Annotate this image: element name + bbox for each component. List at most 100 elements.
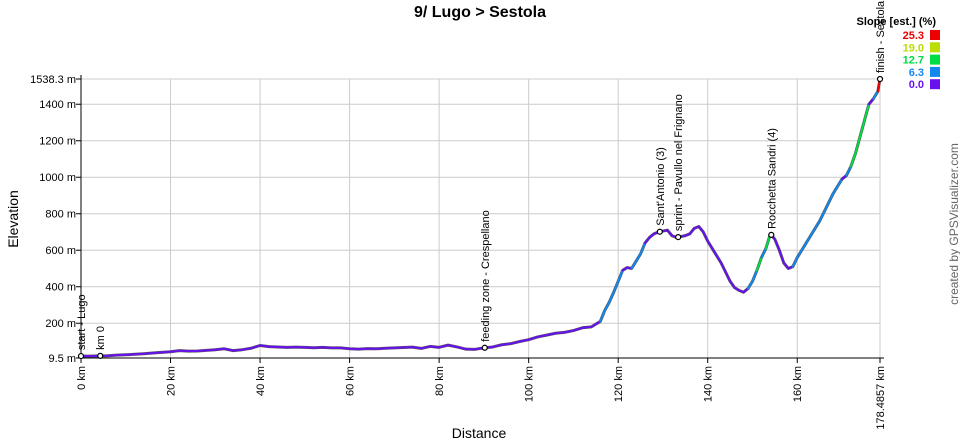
profile-segment bbox=[250, 344, 262, 350]
waypoint-marker bbox=[876, 75, 884, 83]
legend-swatch bbox=[930, 79, 940, 90]
profile-segment bbox=[805, 234, 812, 244]
annotations: start - Lugo km 0 feeding zone - Crespella… bbox=[76, 0, 887, 360]
profile-segment bbox=[438, 344, 450, 349]
profile-segment bbox=[778, 249, 785, 265]
profile-segment bbox=[375, 347, 387, 350]
profile-segment bbox=[823, 201, 830, 213]
profile-segment bbox=[545, 332, 557, 337]
profile-segment bbox=[791, 256, 799, 268]
profile-segment bbox=[169, 349, 181, 353]
profile-segment bbox=[456, 345, 467, 351]
profile-segment bbox=[608, 291, 615, 304]
profile-segment bbox=[644, 236, 651, 244]
profile-segment bbox=[867, 97, 875, 106]
profile-segment bbox=[666, 229, 673, 237]
profile-segment bbox=[581, 325, 593, 329]
waypoint-label: Sant'Antonio (3) bbox=[655, 147, 667, 226]
profile-segment bbox=[827, 192, 835, 204]
profile-segment bbox=[832, 185, 839, 195]
waypoint-marker bbox=[656, 228, 663, 235]
y-tick-label: 1200 m bbox=[39, 136, 76, 148]
profile-segment bbox=[214, 347, 226, 351]
waypoint-label: start - Lugo bbox=[76, 294, 88, 350]
legend-entry-label: 0.0 bbox=[909, 79, 924, 91]
profile-segment bbox=[702, 230, 709, 243]
profile-segment bbox=[751, 269, 758, 283]
legend-swatch bbox=[930, 54, 940, 65]
profile-segment bbox=[205, 348, 217, 352]
profile-segment bbox=[151, 351, 163, 354]
legend-entry-label: 6.3 bbox=[909, 67, 924, 79]
profile-segment bbox=[509, 340, 521, 345]
profile-segment bbox=[106, 354, 118, 357]
chart-title: 9/ Lugo > Sestola bbox=[413, 4, 547, 21]
profile-segment bbox=[782, 262, 790, 270]
watermark: created by GPSVisualizer.com bbox=[945, 139, 960, 309]
y-tick-label: 1000 m bbox=[39, 172, 76, 184]
y-tick-label: 9.5 m bbox=[48, 353, 76, 365]
profile-segment bbox=[572, 326, 584, 332]
x-tick-label: 140 km bbox=[703, 366, 715, 402]
profile-segment bbox=[603, 301, 611, 312]
profile-segment bbox=[818, 210, 826, 223]
x-axis-label: Distance bbox=[452, 425, 507, 440]
legend-entry-label: 25.3 bbox=[903, 30, 924, 42]
profile-segment bbox=[796, 249, 803, 259]
profile-segment bbox=[536, 334, 548, 338]
x-tick-label: 20 km bbox=[166, 366, 178, 396]
y-tick-label: 1538.3 m bbox=[30, 74, 76, 86]
profile-segment bbox=[420, 345, 432, 350]
profile-segment bbox=[599, 309, 606, 323]
waypoint-marker bbox=[77, 352, 85, 360]
x-tick-label: 40 km bbox=[255, 366, 267, 396]
profile-segment bbox=[554, 331, 566, 335]
x-tick-label: 80 km bbox=[434, 366, 446, 396]
profile-segment bbox=[635, 252, 642, 263]
y-tick-label: 1400 m bbox=[39, 99, 76, 111]
profile-segment bbox=[518, 338, 530, 343]
legend-swatch bbox=[930, 42, 940, 53]
y-tick-label: 600 m bbox=[45, 245, 76, 257]
legend: Slope [est.] (%) 25.319.012.76.30.0 bbox=[857, 16, 940, 91]
profile-segment bbox=[447, 344, 459, 348]
profile-segment bbox=[500, 342, 512, 346]
profile-segment bbox=[814, 220, 821, 230]
plot-background bbox=[81, 79, 880, 358]
profile-segment bbox=[563, 329, 575, 334]
waypoint-label: Rocchetta Sandri (4) bbox=[766, 128, 778, 229]
profile-segment bbox=[688, 227, 696, 235]
profile-segment bbox=[124, 353, 136, 356]
profile-segment bbox=[527, 335, 539, 341]
profile-segment bbox=[612, 280, 620, 294]
profile-segment bbox=[715, 254, 723, 265]
profile-segment bbox=[863, 103, 870, 122]
profile-segment bbox=[617, 269, 624, 283]
profile-segment bbox=[854, 136, 861, 155]
legend-swatch bbox=[930, 30, 940, 40]
profile-segment bbox=[630, 260, 638, 270]
grid-lines bbox=[80, 78, 881, 359]
profile-segment bbox=[357, 347, 369, 351]
profile-segment bbox=[241, 347, 253, 351]
profile-segment bbox=[321, 346, 333, 349]
waypoint-marker bbox=[675, 233, 682, 241]
waypoint-label: feeding zone - Crespellano bbox=[480, 210, 492, 341]
profile-segment bbox=[223, 347, 235, 352]
profile-segment bbox=[491, 343, 503, 348]
waypoint-label: km 0 bbox=[95, 326, 107, 350]
waypoint-marker bbox=[481, 344, 488, 351]
profile-segment bbox=[724, 271, 732, 283]
profile-segment bbox=[411, 346, 423, 350]
axes bbox=[76, 75, 884, 363]
legend-entry-label: 19.0 bbox=[903, 42, 924, 54]
profile-segment bbox=[697, 225, 705, 233]
tick-labels: 9.5 m 200 m 400 m 600 m 800 m 1000 m 1200 m 140… bbox=[30, 74, 887, 430]
x-tick-label: 100 km bbox=[524, 366, 536, 402]
waypoint-marker bbox=[97, 352, 104, 359]
profile-segment bbox=[133, 352, 145, 356]
x-tick-label: 160 km bbox=[792, 366, 804, 402]
profile-segment bbox=[232, 348, 244, 352]
profile-segment bbox=[755, 256, 763, 272]
profile-segment bbox=[858, 119, 866, 139]
